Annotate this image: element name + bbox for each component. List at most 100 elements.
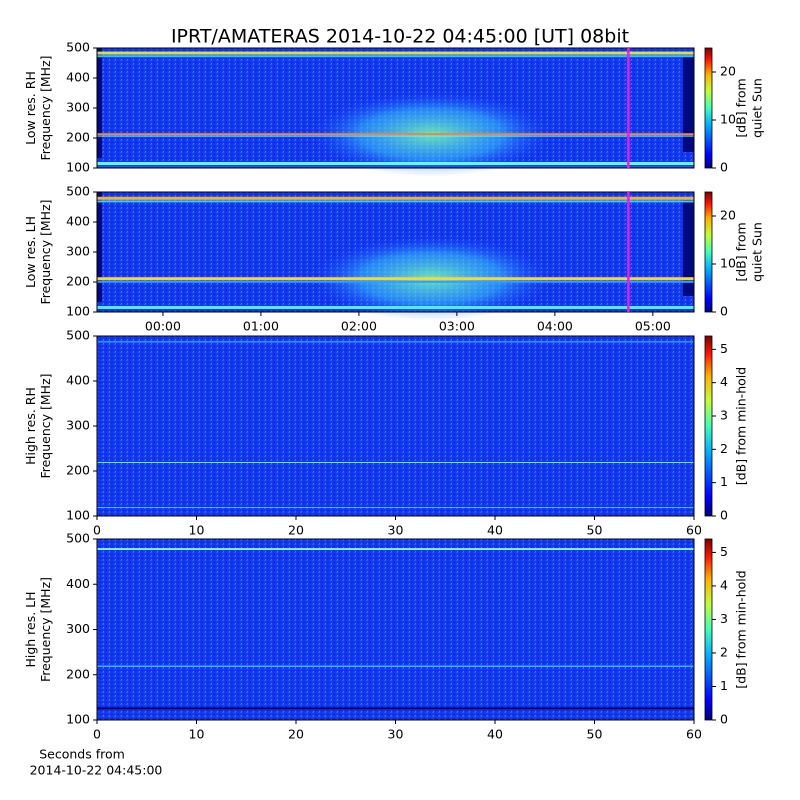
x-tick-label: 10 — [189, 727, 205, 742]
spectral-line — [97, 51, 694, 55]
x-tick-label: 40 — [487, 523, 503, 538]
colorbar-label: [dB] from — [734, 78, 749, 137]
y-tick-label: 400 — [66, 70, 90, 85]
y-tick-label: 400 — [66, 576, 90, 591]
x-tick-label: 10 — [189, 523, 205, 538]
colorbar-tick-label: 5 — [720, 544, 728, 559]
spectrogram — [97, 539, 694, 720]
spectral-line — [97, 165, 694, 168]
x-tick-label: 04:00 — [537, 319, 573, 334]
y-axis-label: Low res. RH — [23, 71, 38, 145]
spectrogram — [97, 336, 694, 516]
colorbar-tick-label: 0 — [720, 304, 728, 319]
x-tick-label: 0 — [93, 727, 101, 742]
colorbar-tick-label: 10 — [720, 256, 736, 271]
y-tick-label: 300 — [66, 621, 90, 636]
edge-band — [97, 48, 102, 158]
spectral-line — [97, 341, 694, 343]
colorbar-label: [dB] from min-hold — [734, 570, 749, 688]
colorbar-tick-label: 4 — [720, 577, 728, 592]
y-tick-label: 200 — [66, 666, 90, 681]
x-tick-label: 00:00 — [145, 319, 181, 334]
edge-band — [683, 200, 694, 296]
y-axis-label: High res. RH — [23, 387, 38, 465]
spectral-line — [97, 196, 694, 200]
y-tick-label: 100 — [66, 304, 90, 319]
x-tick-label: 60 — [686, 727, 702, 742]
spectral-line — [97, 507, 694, 508]
spectral-line — [97, 277, 694, 281]
y-tick-label: 300 — [66, 100, 90, 115]
y-tick-label: 500 — [66, 40, 90, 55]
colorbar-tick-label: 0 — [720, 508, 728, 523]
colorbar-tick-label: 3 — [720, 611, 728, 626]
colorbar-tick-label: 2 — [720, 441, 728, 456]
colorbar-label: [dB] from min-hold — [734, 367, 749, 485]
colorbar-tick-label: 3 — [720, 408, 728, 423]
spectral-line — [97, 200, 694, 203]
x-axis-label: Seconds from — [39, 747, 125, 762]
x-tick-label: 0 — [93, 523, 101, 538]
colorbar-tick-label: 20 — [720, 208, 736, 223]
colorbar — [704, 47, 713, 169]
edge-band — [683, 56, 694, 152]
x-tick-label: 03:00 — [439, 319, 475, 334]
spectral-line — [97, 665, 694, 667]
x-tick-label: 40 — [487, 727, 503, 742]
spectral-line — [97, 162, 694, 165]
x-tick-label: 60 — [686, 523, 702, 538]
y-axis-label: Frequency [MHz] — [38, 373, 53, 478]
y-tick-label: 400 — [66, 214, 90, 229]
colorbar-tick-label: 20 — [720, 64, 736, 79]
y-tick-label: 300 — [66, 244, 90, 259]
x-tick-label: 01:00 — [243, 319, 279, 334]
colorbar-tick-label: 0 — [720, 160, 728, 175]
colorbar-tick-label: 5 — [720, 341, 728, 356]
spectral-line — [97, 548, 694, 551]
x-tick-label: 50 — [587, 523, 603, 538]
y-axis-label: Low res. LH — [23, 216, 38, 288]
y-tick-label: 100 — [66, 712, 90, 727]
x-tick-label: 20 — [288, 523, 304, 538]
colorbar-tick-label: 1 — [720, 678, 728, 693]
spectral-line — [97, 280, 694, 283]
colorbar-tick-label: 10 — [720, 112, 736, 127]
y-tick-label: 200 — [66, 463, 90, 478]
x-tick-label: 02:00 — [341, 319, 377, 334]
y-tick-label: 200 — [66, 130, 90, 145]
y-tick-label: 100 — [66, 508, 90, 523]
y-axis-label: Frequency [MHz] — [38, 577, 53, 682]
colorbar — [704, 191, 713, 313]
x-tick-label: 05:00 — [635, 319, 671, 334]
colorbar-label: [dB] from — [734, 222, 749, 281]
colorbar-tick-label: 0 — [720, 712, 728, 727]
y-axis-label: Frequency [MHz] — [38, 55, 53, 160]
y-axis-label: High res. LH — [23, 591, 38, 667]
edge-band — [97, 192, 102, 302]
x-tick-label: 20 — [288, 727, 304, 742]
y-tick-label: 500 — [66, 328, 90, 343]
spectral-line — [97, 55, 694, 58]
colorbar-label: quiet Sun — [750, 78, 765, 138]
colorbar-tick-label: 2 — [720, 644, 728, 659]
y-tick-label: 200 — [66, 274, 90, 289]
spectral-line — [97, 135, 694, 137]
colorbar-tick-label: 1 — [720, 474, 728, 489]
x-axis-label: 2014-10-22 04:45:00 — [30, 763, 163, 778]
y-axis-label: Frequency [MHz] — [38, 199, 53, 304]
spectral-line — [97, 133, 694, 136]
colorbar-label: quiet Sun — [750, 222, 765, 282]
x-tick-label: 50 — [587, 727, 603, 742]
y-tick-label: 500 — [66, 184, 90, 199]
colorbar — [704, 538, 713, 721]
colorbar — [704, 335, 713, 517]
y-tick-label: 500 — [66, 531, 90, 546]
figure-title: IPRT/AMATERAS 2014-10-22 04:45:00 [UT] 0… — [171, 26, 629, 48]
y-tick-label: 400 — [66, 373, 90, 388]
x-tick-label: 30 — [388, 727, 404, 742]
x-tick-label: 30 — [388, 523, 404, 538]
colorbar-tick-label: 4 — [720, 374, 728, 389]
spectral-line — [97, 462, 694, 463]
spectral-line — [97, 707, 694, 710]
